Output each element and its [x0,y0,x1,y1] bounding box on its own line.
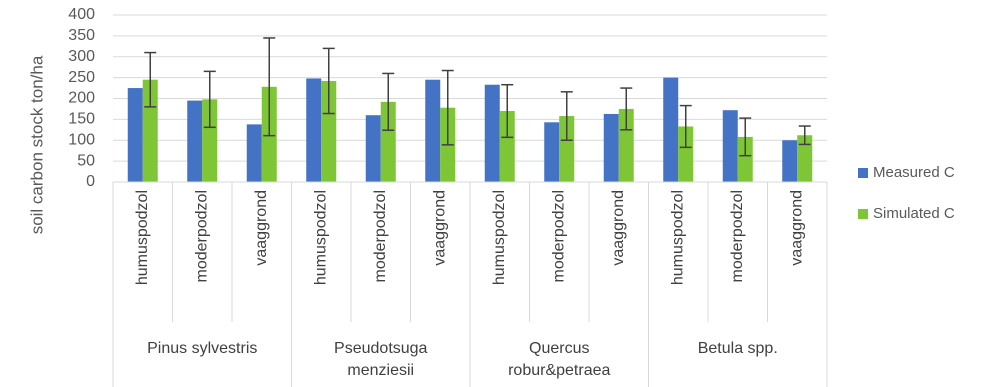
bar [380,101,396,182]
bar [722,110,738,182]
group-label: Betula spp. [697,340,778,357]
bar [618,108,634,182]
bar [737,136,753,182]
bar [187,100,203,182]
x-tick-label: humuspodzol [669,190,686,285]
bar [142,79,158,182]
x-tick-label: moderpodzol [729,190,746,283]
bar [499,111,515,182]
group-label: Pseudotsuga menziesii [334,340,428,379]
y-tick-label: 300 [68,48,95,65]
x-tick-label: humuspodzol [491,190,508,285]
x-tick-label: humuspodzol [312,190,329,285]
legend-swatch [858,168,868,178]
bar [544,122,560,182]
bar [559,116,575,182]
y-tick-label: 250 [68,69,95,86]
bar [127,88,143,182]
bar [797,135,813,182]
x-tick-label: moderpodzol [550,190,567,283]
y-tick-label: 50 [77,152,95,169]
bar [782,140,798,182]
bar [678,126,694,182]
y-tick-label: 200 [68,90,95,107]
y-axis-label: soil carbon stock ton/ha [27,55,46,234]
bar [306,78,322,182]
bar [321,80,337,182]
legend-label: Simulated C [873,205,955,222]
y-tick-label: 100 [68,131,95,148]
group-label: Pinus sylvestris [147,340,258,357]
bar [365,115,381,182]
x-tick-label: vaaggrond [253,190,270,266]
x-tick-label: moderpodzol [193,190,210,283]
y-tick-label: 0 [86,173,95,190]
x-tick-label: vaaggrond [788,190,805,266]
y-tick-label: 350 [68,27,95,44]
x-tick-label: humuspodzol [134,190,151,285]
x-tick-label: vaaggrond [431,190,448,266]
bar [246,124,262,182]
bar [603,113,619,182]
y-tick-label: 150 [68,111,95,128]
x-tick-label: vaaggrond [610,190,627,266]
x-tick-label: moderpodzol [372,190,389,283]
legend-label: Measured C [873,164,955,181]
legend-swatch [858,209,868,219]
y-tick-label: 400 [68,6,95,23]
bar [202,99,218,182]
bar [425,79,441,182]
group-label: Quercus robur&petraea [508,340,611,379]
bar [663,77,679,182]
bar [484,84,500,182]
